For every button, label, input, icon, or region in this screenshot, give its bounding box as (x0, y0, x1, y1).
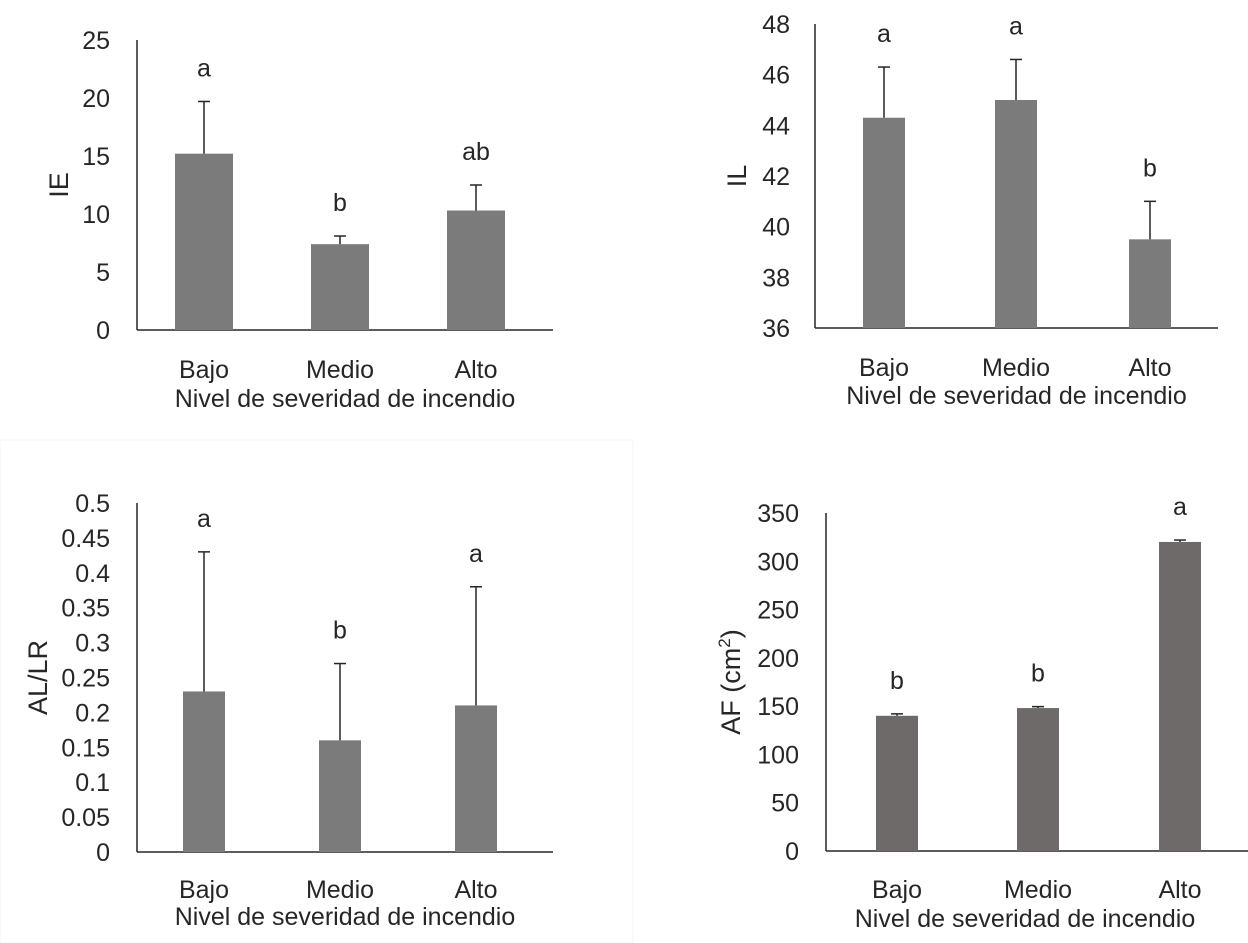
y-tick-label: 40 (762, 214, 790, 242)
bar-alto (1159, 541, 1201, 851)
y-tick-label: 100 (757, 741, 799, 769)
x-category-label: Alto (1158, 876, 1201, 904)
y-tick-label: 200 (757, 645, 799, 673)
bar-medio (1017, 708, 1059, 851)
bar-alto (455, 705, 497, 852)
x-category-label: Bajo (872, 876, 922, 904)
y-axis-title: AF (cm2) (715, 629, 746, 734)
x-category-label: Alto (1128, 354, 1171, 382)
x-axis-title: Nivel de severidad de incendio (846, 382, 1187, 410)
y-tick-label: 0.35 (61, 595, 110, 623)
y-tick-label: 0.5 (75, 490, 110, 518)
bar-bajo (863, 117, 905, 328)
y-tick-label: 150 (757, 693, 799, 721)
y-axis-title-text: AF (cm (716, 648, 746, 735)
bar-alto (447, 210, 505, 330)
y-tick-label: 0 (785, 838, 799, 866)
y-tick-label: 300 (757, 548, 799, 576)
y-tick-label: 0.45 (61, 525, 110, 553)
significance-letter: a (469, 540, 483, 568)
y-tick-label: 0 (96, 839, 110, 867)
y-axis-title: IE (44, 172, 74, 198)
y-tick-label: 0.4 (75, 560, 110, 588)
significance-letter: b (890, 667, 904, 695)
x-category-label: Medio (982, 354, 1050, 382)
bar-bajo (876, 715, 918, 851)
y-tick-label: 38 (762, 264, 790, 292)
y-tick-label: 36 (762, 315, 790, 343)
chart-af: 0 50 100 150 200 250 300 350 b Bajo b Medio a AltoNiv… (715, 493, 1248, 933)
significance-letter: a (197, 505, 211, 533)
y-axis-title: AL/LR (23, 640, 53, 715)
x-category-label: Medio (306, 356, 374, 384)
bar-bajo (175, 153, 233, 330)
x-category-label: Alto (454, 876, 497, 904)
y-tick-label: 20 (82, 85, 110, 113)
x-axis-title: Nivel de severidad de incendio (175, 385, 516, 413)
y-tick-label: 350 (757, 500, 799, 528)
chart-al-lr: 0 0.05 0.1 0.15 0.2 0.25 0.3 0.35 0.4 0.45 0.5 a Baj… (23, 490, 553, 931)
y-tick-label: 0.1 (75, 769, 110, 797)
x-category-label: Medio (1004, 876, 1072, 904)
x-axis-title: Nivel de severidad de incendio (175, 903, 516, 931)
y-axis-title-close: ) (716, 629, 746, 638)
y-tick-label: 5 (96, 259, 110, 287)
bar-medio (311, 244, 369, 330)
y-tick-label: 10 (82, 201, 110, 229)
x-category-label: Alto (454, 356, 497, 384)
y-tick-label: 0.2 (75, 699, 110, 727)
x-category-label: Bajo (859, 354, 909, 382)
y-axis-title-superscript: 2 (715, 638, 734, 647)
y-tick-label: 0.05 (61, 804, 110, 832)
y-tick-label: 0.15 (61, 734, 110, 762)
significance-letter: ab (462, 138, 490, 166)
bar-medio (995, 100, 1037, 328)
significance-letter: a (1009, 12, 1023, 40)
y-tick-label: 25 (82, 27, 110, 55)
significance-letter: b (1143, 154, 1157, 182)
y-tick-label: 50 (771, 790, 799, 818)
significance-letter: b (333, 617, 347, 645)
significance-letter: a (1173, 493, 1187, 521)
y-tick-label: 15 (82, 143, 110, 171)
panel-frame (0, 439, 634, 943)
x-category-label: Medio (306, 876, 374, 904)
bar-alto (1129, 239, 1171, 328)
y-tick-label: 44 (762, 112, 790, 140)
y-tick-label: 42 (762, 163, 790, 191)
bar-medio (319, 740, 361, 852)
y-tick-label: 0.25 (61, 665, 110, 693)
x-category-label: Bajo (179, 876, 229, 904)
significance-letter: a (197, 54, 211, 82)
significance-letter: b (1031, 660, 1045, 688)
significance-letter: a (877, 20, 891, 48)
y-tick-label: 48 (762, 11, 790, 39)
x-category-label: Bajo (179, 356, 229, 384)
y-tick-label: 250 (757, 597, 799, 625)
bar-bajo (183, 691, 225, 852)
significance-letter: b (333, 189, 347, 217)
y-tick-label: 0.3 (75, 630, 110, 658)
y-tick-label: 46 (762, 62, 790, 90)
x-axis-title: Nivel de severidad de incendio (855, 905, 1196, 933)
y-axis-title: IL (722, 165, 752, 188)
y-tick-label: 0 (96, 317, 110, 345)
